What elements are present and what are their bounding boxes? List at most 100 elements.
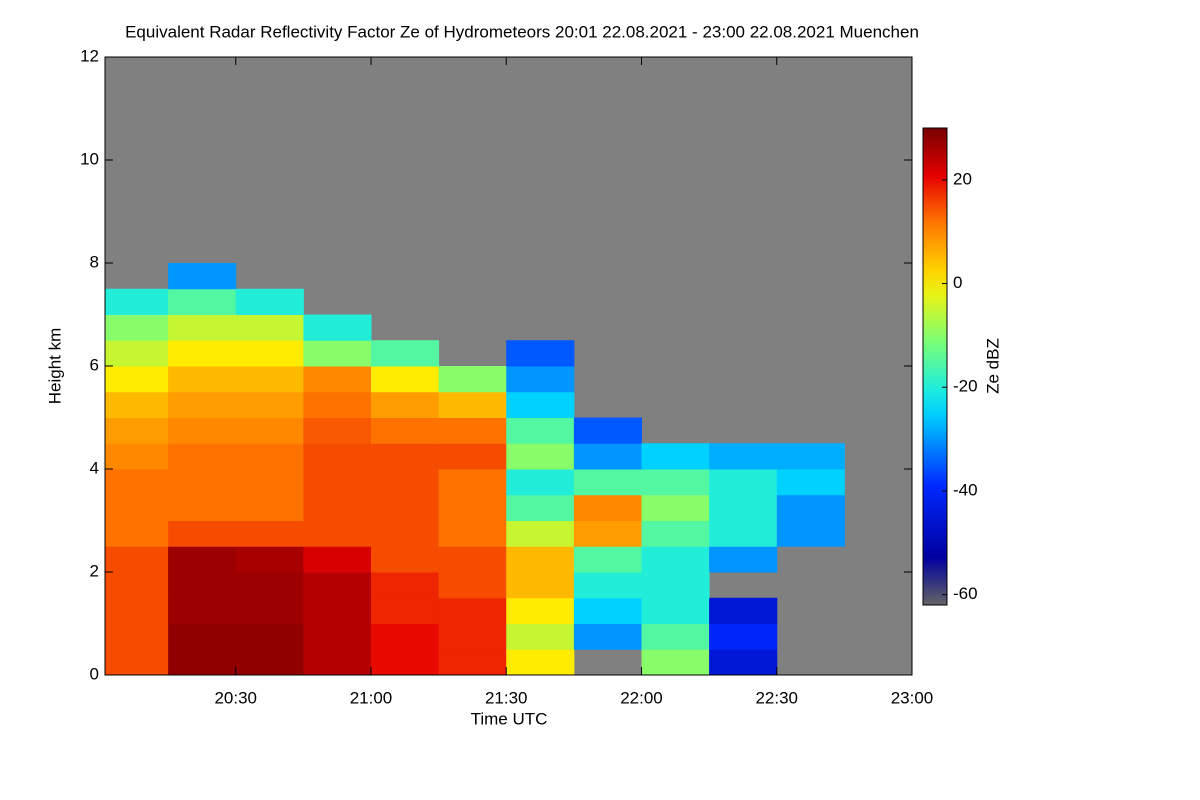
heatmap-cell — [573, 443, 642, 470]
x-tick-label: 21:00 — [350, 688, 393, 707]
heatmap-cell — [303, 366, 372, 393]
heatmap-cell — [303, 391, 372, 418]
heatmap-cell — [506, 366, 575, 393]
heatmap-cell — [506, 623, 575, 650]
heatmap-cell — [370, 469, 440, 496]
heatmap-cell — [105, 546, 169, 573]
heatmap-cell — [168, 391, 237, 418]
heatmap-cell — [235, 443, 304, 470]
heatmap-cell — [370, 649, 440, 676]
colorbar-tick-label: -20 — [953, 377, 978, 396]
heatmap-cell — [235, 546, 304, 573]
x-tick-label: 21:30 — [485, 688, 528, 707]
heatmap-cell — [506, 417, 575, 444]
heatmap-cell — [235, 520, 304, 547]
heatmap-cell — [438, 391, 507, 418]
heatmap-cell — [235, 649, 304, 676]
heatmap-cell — [235, 469, 304, 496]
colorbar-tick-label: 20 — [953, 169, 972, 188]
heatmap-cell — [370, 546, 440, 573]
heatmap-cell — [303, 597, 372, 624]
heatmap-cell — [506, 443, 575, 470]
heatmap-cell — [438, 649, 507, 676]
x-tick-label: 22:30 — [755, 688, 798, 707]
heatmap-cell — [776, 443, 845, 470]
y-tick-label: 6 — [90, 355, 99, 374]
heatmap-cell — [370, 520, 440, 547]
heatmap-cell — [370, 597, 440, 624]
heatmap-cell — [709, 546, 778, 573]
heatmap-cell — [573, 623, 642, 650]
heatmap-cell — [709, 649, 778, 676]
heatmap-cell — [105, 520, 169, 547]
heatmap-cell — [641, 494, 710, 521]
heatmap-cell — [641, 572, 710, 599]
heatmap-cell — [303, 443, 372, 470]
x-tick-label: 20:30 — [214, 688, 257, 707]
heatmap-cell — [709, 597, 778, 624]
heatmap-cell — [303, 469, 372, 496]
heatmap-cell — [105, 469, 169, 496]
heatmap-cell — [438, 623, 507, 650]
y-axis-label: Height km — [45, 328, 64, 405]
x-axis-label: Time UTC — [471, 709, 548, 728]
y-tick-label: 8 — [90, 252, 99, 271]
y-tick-label: 10 — [80, 149, 99, 168]
heatmap-cell — [105, 572, 169, 599]
heatmap-cell — [235, 597, 304, 624]
heatmap-cell — [438, 494, 507, 521]
heatmap-cell — [168, 494, 237, 521]
heatmap-cell — [370, 366, 440, 393]
colorbar-label: Ze dBZ — [983, 338, 1002, 394]
heatmap-cell — [641, 597, 710, 624]
heatmap-cell — [370, 494, 440, 521]
heatmap-cell — [573, 520, 642, 547]
heatmap-cell — [168, 469, 237, 496]
heatmap-cell — [303, 417, 372, 444]
heatmap-cell — [235, 417, 304, 444]
heatmap-cell — [506, 572, 575, 599]
heatmap-cell — [370, 391, 440, 418]
colorbar-tick-label: 0 — [953, 273, 962, 292]
heatmap-cell — [235, 366, 304, 393]
heatmap-cell — [709, 494, 778, 521]
y-tick-label: 4 — [90, 458, 99, 477]
heatmap-cell — [641, 649, 710, 676]
y-tick-label: 0 — [90, 664, 99, 683]
heatmap-cell — [303, 546, 372, 573]
heatmap-cell — [303, 340, 372, 367]
heatmap-cell — [438, 520, 507, 547]
heatmap-cell — [168, 314, 237, 341]
heatmap-cell — [573, 494, 642, 521]
heatmap-cell — [235, 340, 304, 367]
heatmap-cell — [105, 366, 169, 393]
heatmap-cell — [709, 520, 778, 547]
heatmap-cell — [641, 623, 710, 650]
heatmap-cell — [573, 572, 642, 599]
heatmap-cell — [235, 314, 304, 341]
heatmap-cell — [105, 288, 169, 315]
heatmap-cell — [105, 494, 169, 521]
heatmap-cell — [370, 572, 440, 599]
heatmap-cell — [573, 469, 642, 496]
heatmap-cell — [370, 340, 440, 367]
heatmap-cell — [303, 649, 372, 676]
heatmap-cell — [168, 623, 237, 650]
heatmap-cell — [168, 443, 237, 470]
heatmap-cell — [105, 443, 169, 470]
heatmap-cell — [168, 340, 237, 367]
heatmap-cell — [573, 417, 642, 444]
heatmap-cell — [641, 546, 710, 573]
heatmap-cell — [235, 623, 304, 650]
heatmap-cell — [105, 649, 169, 676]
heatmap-cell — [235, 494, 304, 521]
heatmap-cell — [303, 520, 372, 547]
heatmap-cell — [168, 263, 237, 290]
heatmap-cell — [438, 597, 507, 624]
heatmap-cell — [168, 417, 237, 444]
heatmap-cell — [506, 546, 575, 573]
heatmap-cell — [641, 469, 710, 496]
heatmap-cell — [438, 366, 507, 393]
heatmap-cell — [573, 597, 642, 624]
